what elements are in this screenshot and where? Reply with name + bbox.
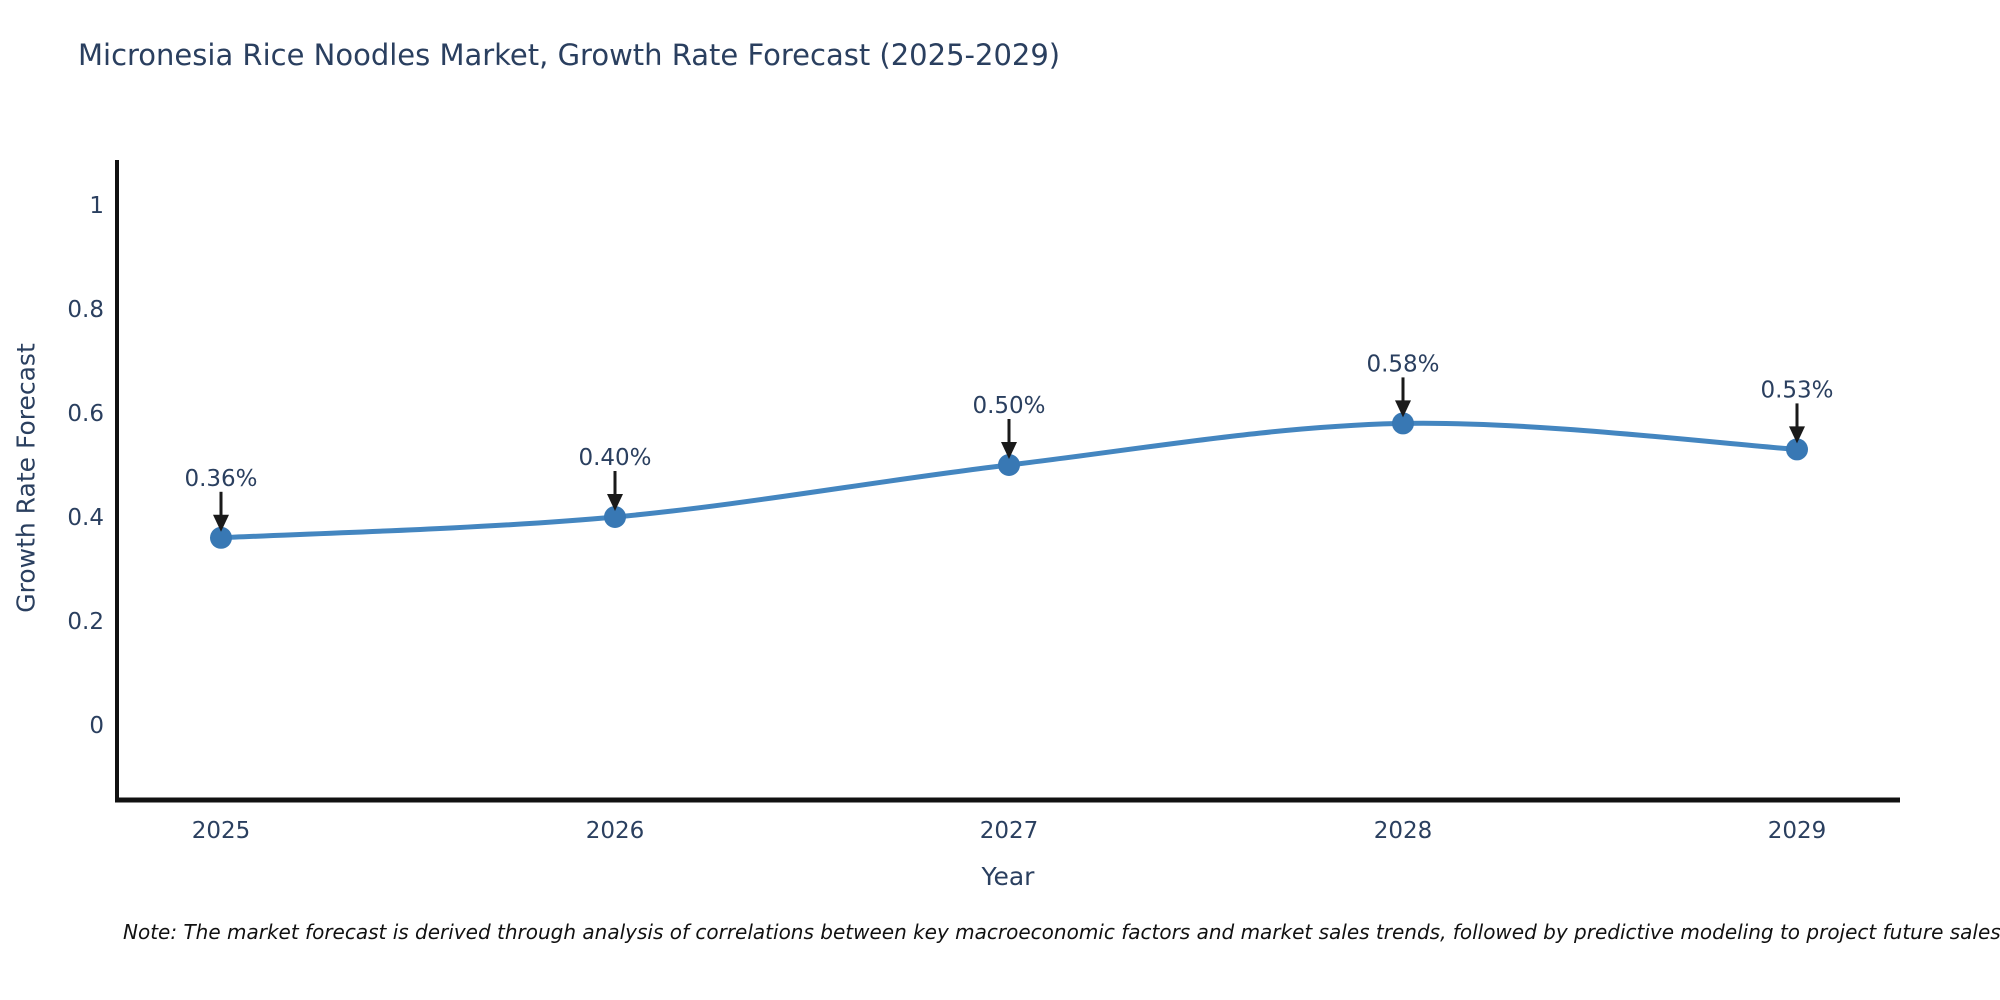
annotation-label-2026: 0.40% [578, 445, 651, 471]
annotation-label-2029: 0.53% [1760, 377, 1833, 403]
y-tick-label-0.6: 0.6 [67, 401, 104, 427]
x-tick-label-2025: 2025 [192, 818, 251, 844]
annotation-arrowhead-2027 [1001, 442, 1017, 459]
point-marker-2025 [210, 526, 232, 549]
point-marker-2029 [1786, 438, 1808, 461]
x-tick-label-2029: 2029 [1768, 818, 1827, 844]
y-tick-label-0.4: 0.4 [67, 505, 104, 531]
y-tick-label-1: 1 [89, 193, 104, 219]
footnote: Note: The market forecast is derived thr… [123, 920, 2000, 944]
point-marker-2028 [1392, 412, 1414, 435]
annotation-arrowhead-2026 [607, 494, 623, 511]
x-tick-label-2026: 2026 [586, 818, 645, 844]
annotation-label-2028: 0.58% [1366, 351, 1439, 377]
y-tick-label-0: 0 [89, 713, 104, 739]
annotation-arrowhead-2025 [213, 514, 229, 532]
x-tick-label-2027: 2027 [980, 818, 1039, 844]
point-marker-2027 [998, 454, 1020, 476]
x-tick-label-2028: 2028 [1374, 818, 1433, 844]
annotation-arrowhead-2029 [1789, 426, 1805, 444]
point-marker-2026 [604, 506, 626, 528]
annotation-label-2027: 0.50% [972, 393, 1045, 419]
annotation-label-2025: 0.36% [184, 466, 257, 492]
annotation-arrowhead-2028 [1395, 400, 1411, 418]
chart-title: Micronesia Rice Noodles Market, Growth R… [78, 38, 1061, 72]
y-tick-label-0.8: 0.8 [67, 297, 104, 323]
x-axis-title: Year [981, 862, 1035, 891]
y-axis-title: Growth Rate Forecast [11, 343, 41, 613]
y-tick-label-0.2: 0.2 [67, 609, 104, 635]
